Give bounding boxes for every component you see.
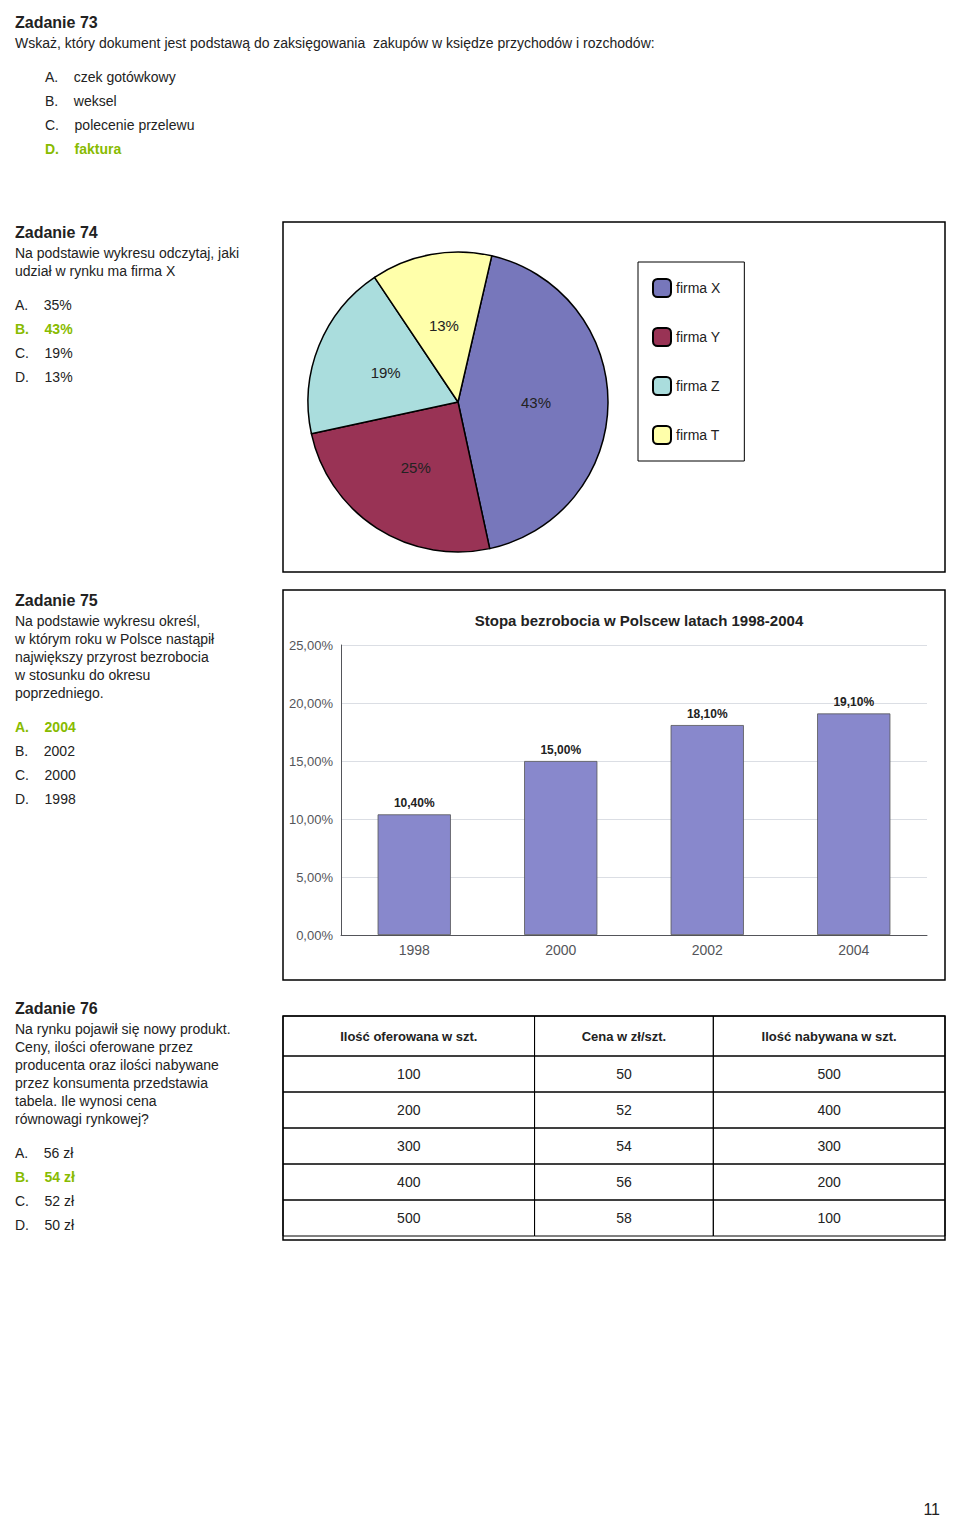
svg-text:1998: 1998 <box>399 942 430 958</box>
svg-text:A. czek gotówkowy: A. czek gotówkowy <box>45 69 176 85</box>
svg-text:56: 56 <box>616 1174 632 1190</box>
svg-text:25,00%: 25,00% <box>289 638 334 653</box>
svg-text:C. 2000: C. 2000 <box>15 767 76 783</box>
svg-text:C. 52 zł: C. 52 zł <box>15 1193 75 1209</box>
svg-text:B. 54 zł: B. 54 zł <box>15 1169 75 1185</box>
svg-text:100: 100 <box>397 1066 421 1082</box>
svg-text:0,00%: 0,00% <box>296 928 333 943</box>
svg-text:firma Z: firma Z <box>676 378 720 394</box>
svg-text:D. 1998: D. 1998 <box>15 791 76 807</box>
svg-text:B. weksel: B. weksel <box>45 93 117 109</box>
svg-text:D. faktura: D. faktura <box>45 141 121 157</box>
svg-text:firma X: firma X <box>676 280 721 296</box>
svg-text:w stosunku do okresu: w stosunku do okresu <box>14 667 150 683</box>
svg-text:Na podstawie wykresu określ,: Na podstawie wykresu określ, <box>15 613 200 629</box>
svg-text:2000: 2000 <box>545 942 576 958</box>
svg-text:400: 400 <box>397 1174 421 1190</box>
svg-text:25%: 25% <box>401 459 431 476</box>
svg-text:15,00%: 15,00% <box>289 754 334 769</box>
svg-text:300: 300 <box>817 1138 841 1154</box>
svg-text:2004: 2004 <box>838 942 869 958</box>
svg-text:20,00%: 20,00% <box>289 696 334 711</box>
svg-text:5,00%: 5,00% <box>296 870 333 885</box>
svg-text:A. 2004: A. 2004 <box>15 719 76 735</box>
svg-text:Zadanie 75: Zadanie 75 <box>15 592 98 609</box>
svg-text:tabela. Ile wynosi cena: tabela. Ile wynosi cena <box>15 1093 157 1109</box>
svg-text:10,40%: 10,40% <box>394 796 435 810</box>
svg-text:D. 13%: D. 13% <box>15 369 73 385</box>
svg-text:19%: 19% <box>371 364 401 381</box>
svg-text:w którym roku w Polsce nastąpi: w którym roku w Polsce nastąpił <box>14 631 215 647</box>
svg-text:500: 500 <box>817 1066 841 1082</box>
svg-text:Stopa bezrobocia w Polscew lat: Stopa bezrobocia w Polscew latach 1998-2… <box>475 612 804 629</box>
svg-text:Ilość oferowana w szt.: Ilość oferowana w szt. <box>340 1029 477 1044</box>
svg-text:54: 54 <box>616 1138 632 1154</box>
svg-text:19,10%: 19,10% <box>833 695 874 709</box>
svg-text:13%: 13% <box>429 317 459 334</box>
svg-text:43%: 43% <box>521 394 551 411</box>
svg-text:poprzedniego.: poprzedniego. <box>15 685 104 701</box>
svg-text:Zadanie 73: Zadanie 73 <box>15 14 98 31</box>
svg-text:Ceny, ilości oferowane przez: Ceny, ilości oferowane przez <box>15 1039 193 1055</box>
svg-text:300: 300 <box>397 1138 421 1154</box>
svg-text:Wskaż, który dokument jest pod: Wskaż, który dokument jest podstawą do z… <box>15 35 655 51</box>
svg-text:równowagi rynkowej?: równowagi rynkowej? <box>15 1111 149 1127</box>
svg-text:C. polecenie przelewu: C. polecenie przelewu <box>45 117 194 133</box>
svg-text:Na podstawie wykresu odczytaj,: Na podstawie wykresu odczytaj, jaki <box>15 245 239 261</box>
svg-text:Zadanie 76: Zadanie 76 <box>15 1000 98 1017</box>
svg-text:52: 52 <box>616 1102 632 1118</box>
svg-text:D. 50 zł: D. 50 zł <box>15 1217 75 1233</box>
svg-text:producenta oraz ilości nabywan: producenta oraz ilości nabywane <box>15 1057 219 1073</box>
svg-text:firma Y: firma Y <box>676 329 721 345</box>
svg-text:Cena w zł/szt.: Cena w zł/szt. <box>582 1029 667 1044</box>
svg-text:100: 100 <box>817 1210 841 1226</box>
svg-text:500: 500 <box>397 1210 421 1226</box>
svg-text:Zadanie 74: Zadanie 74 <box>15 224 98 241</box>
svg-text:C. 19%: C. 19% <box>15 345 73 361</box>
svg-text:A. 35%: A. 35% <box>15 297 72 313</box>
svg-text:15,00%: 15,00% <box>540 743 581 757</box>
svg-text:B. 2002: B. 2002 <box>15 743 75 759</box>
svg-text:największy przyrost bezrobocia: największy przyrost bezrobocia <box>15 649 209 665</box>
svg-text:11: 11 <box>923 1501 940 1518</box>
svg-text:50: 50 <box>616 1066 632 1082</box>
svg-text:firma T: firma T <box>676 427 720 443</box>
svg-text:B. 43%: B. 43% <box>15 321 73 337</box>
svg-text:18,10%: 18,10% <box>687 707 728 721</box>
svg-text:Ilość nabywana w szt.: Ilość nabywana w szt. <box>762 1029 897 1044</box>
svg-text:2002: 2002 <box>692 942 723 958</box>
svg-text:przez konsumenta przedstawia: przez konsumenta przedstawia <box>15 1075 208 1091</box>
svg-text:10,00%: 10,00% <box>289 812 334 827</box>
svg-text:Na rynku pojawił się nowy prod: Na rynku pojawił się nowy produkt. <box>15 1021 231 1037</box>
svg-text:200: 200 <box>397 1102 421 1118</box>
svg-text:200: 200 <box>817 1174 841 1190</box>
svg-text:58: 58 <box>616 1210 632 1226</box>
svg-text:A. 56 zł: A. 56 zł <box>15 1145 74 1161</box>
svg-text:udział w rynku ma firma X: udział w rynku ma firma X <box>15 263 176 279</box>
svg-text:400: 400 <box>817 1102 841 1118</box>
